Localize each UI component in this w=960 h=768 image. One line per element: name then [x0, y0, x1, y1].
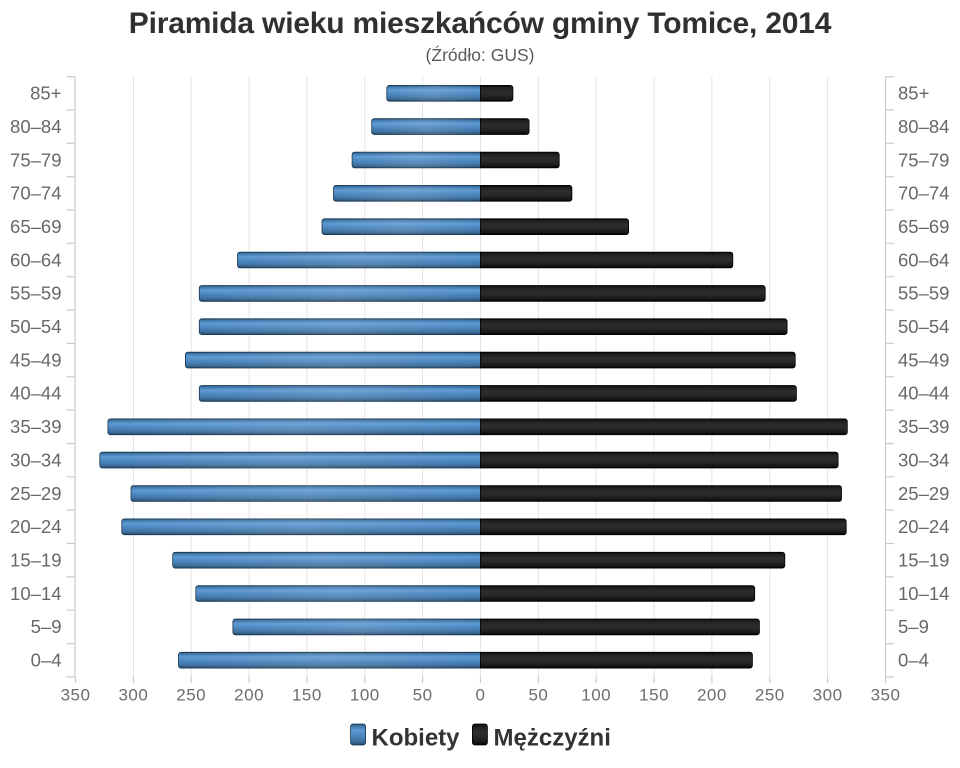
svg-text:350: 350 — [871, 686, 901, 705]
svg-text:35–39: 35–39 — [898, 416, 949, 437]
svg-text:300: 300 — [813, 686, 843, 705]
svg-text:45–49: 45–49 — [10, 349, 61, 370]
svg-text:15–19: 15–19 — [898, 550, 949, 571]
svg-text:75–79: 75–79 — [10, 149, 61, 170]
svg-text:(Źródło: GUS): (Źródło: GUS) — [426, 45, 535, 65]
svg-text:60–64: 60–64 — [10, 249, 61, 270]
svg-text:80–84: 80–84 — [898, 116, 949, 137]
svg-text:10–14: 10–14 — [10, 583, 61, 604]
svg-text:5–9: 5–9 — [31, 616, 62, 637]
svg-text:250: 250 — [755, 686, 785, 705]
svg-text:50: 50 — [413, 686, 433, 705]
svg-text:200: 200 — [234, 686, 264, 705]
svg-text:10–14: 10–14 — [898, 583, 949, 604]
svg-text:25–29: 25–29 — [898, 483, 949, 504]
svg-text:35–39: 35–39 — [10, 416, 61, 437]
svg-text:150: 150 — [639, 686, 669, 705]
svg-text:15–19: 15–19 — [10, 550, 61, 571]
svg-text:100: 100 — [581, 686, 611, 705]
svg-text:85+: 85+ — [898, 83, 929, 104]
svg-text:80–84: 80–84 — [10, 116, 61, 137]
svg-text:70–74: 70–74 — [10, 183, 61, 204]
svg-text:Kobiety: Kobiety — [372, 725, 461, 752]
svg-text:150: 150 — [292, 686, 322, 705]
svg-text:40–44: 40–44 — [10, 383, 61, 404]
svg-text:5–9: 5–9 — [898, 616, 929, 637]
svg-text:300: 300 — [118, 686, 148, 705]
svg-text:50–54: 50–54 — [10, 316, 61, 337]
svg-text:85+: 85+ — [30, 83, 61, 104]
svg-text:250: 250 — [176, 686, 206, 705]
svg-text:0–4: 0–4 — [31, 650, 62, 671]
svg-text:70–74: 70–74 — [898, 183, 949, 204]
svg-text:20–24: 20–24 — [10, 516, 61, 537]
svg-text:Piramida wieku mieszkańców gmi: Piramida wieku mieszkańców gminy Tomice,… — [129, 7, 832, 40]
svg-text:25–29: 25–29 — [10, 483, 61, 504]
svg-text:45–49: 45–49 — [898, 349, 949, 370]
svg-text:65–69: 65–69 — [10, 216, 61, 237]
svg-text:20–24: 20–24 — [898, 516, 949, 537]
svg-text:75–79: 75–79 — [898, 149, 949, 170]
svg-text:200: 200 — [697, 686, 727, 705]
svg-text:50: 50 — [528, 686, 548, 705]
svg-text:55–59: 55–59 — [10, 283, 61, 304]
svg-text:100: 100 — [350, 686, 380, 705]
svg-text:60–64: 60–64 — [898, 249, 949, 270]
svg-text:40–44: 40–44 — [898, 383, 949, 404]
svg-text:Mężczyźni: Mężczyźni — [494, 725, 611, 752]
svg-text:350: 350 — [61, 686, 91, 705]
svg-text:30–34: 30–34 — [898, 449, 949, 470]
svg-text:30–34: 30–34 — [10, 449, 61, 470]
svg-text:65–69: 65–69 — [898, 216, 949, 237]
svg-text:50–54: 50–54 — [898, 316, 949, 337]
svg-text:0–4: 0–4 — [898, 650, 929, 671]
svg-text:0: 0 — [476, 686, 486, 705]
svg-text:55–59: 55–59 — [898, 283, 949, 304]
